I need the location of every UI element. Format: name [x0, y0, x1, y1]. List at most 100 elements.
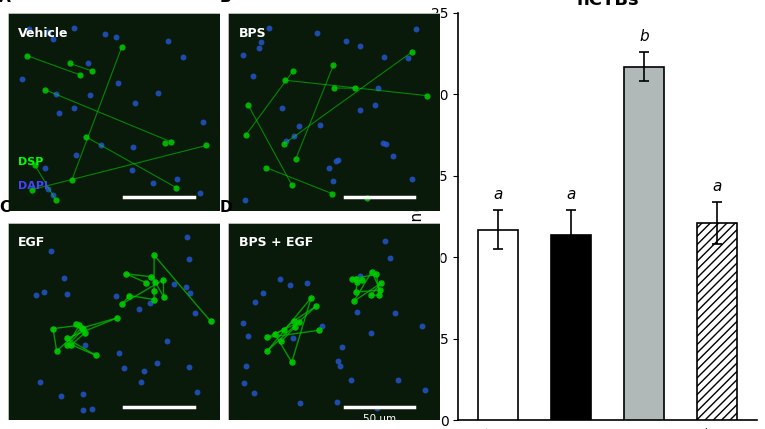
Point: [183, 256, 195, 263]
Point: [350, 289, 362, 296]
Point: [260, 164, 272, 171]
Point: [418, 387, 431, 393]
Point: [47, 191, 59, 198]
Point: [116, 44, 128, 51]
Point: [80, 133, 93, 140]
Point: [123, 292, 135, 299]
Point: [332, 357, 344, 364]
Point: [70, 320, 82, 327]
Point: [311, 30, 323, 36]
Point: [305, 294, 317, 301]
Point: [183, 364, 195, 371]
Point: [16, 76, 28, 82]
Point: [293, 319, 305, 326]
Point: [50, 91, 63, 98]
Point: [68, 25, 80, 32]
Point: [316, 323, 328, 329]
Bar: [697, 223, 737, 420]
Point: [365, 330, 377, 337]
Point: [90, 352, 102, 359]
Point: [194, 189, 206, 196]
Point: [127, 143, 139, 150]
Point: [280, 137, 292, 144]
Point: [197, 119, 210, 126]
Point: [140, 279, 152, 286]
Point: [330, 158, 342, 165]
Point: [314, 121, 326, 128]
Point: [168, 280, 181, 287]
Point: [278, 326, 290, 333]
Point: [247, 390, 259, 396]
Point: [263, 24, 275, 31]
Point: [354, 272, 366, 279]
Point: [180, 284, 192, 291]
Point: [157, 276, 169, 283]
Point: [366, 268, 378, 275]
Point: [171, 175, 183, 182]
Point: [47, 325, 59, 332]
Point: [50, 196, 62, 203]
Text: DSP: DSP: [18, 157, 44, 167]
Point: [243, 102, 255, 109]
Point: [294, 400, 306, 407]
Point: [159, 139, 171, 146]
Bar: [478, 230, 519, 420]
Point: [61, 291, 73, 298]
Point: [376, 140, 389, 147]
Point: [86, 68, 99, 75]
Point: [110, 33, 122, 40]
Point: [151, 360, 163, 367]
Point: [336, 344, 348, 350]
Point: [38, 289, 50, 296]
Point: [379, 237, 392, 244]
Point: [42, 186, 54, 193]
Point: [204, 318, 216, 325]
Point: [39, 86, 51, 93]
Point: [144, 299, 156, 306]
Point: [323, 164, 335, 171]
Point: [269, 330, 281, 337]
Point: [55, 392, 67, 399]
Text: b: b: [640, 29, 649, 44]
Point: [292, 123, 304, 130]
Point: [112, 79, 125, 86]
Point: [350, 275, 363, 282]
Text: BPS + EGF: BPS + EGF: [239, 236, 313, 249]
Point: [326, 190, 338, 197]
Point: [70, 151, 83, 158]
Text: A: A: [0, 0, 11, 5]
Point: [47, 36, 60, 42]
Text: B: B: [220, 0, 231, 5]
Point: [74, 72, 86, 79]
Point: [45, 247, 57, 254]
Point: [83, 92, 96, 99]
Point: [239, 196, 251, 203]
Point: [351, 279, 363, 286]
Point: [416, 323, 428, 329]
Point: [331, 399, 343, 406]
Point: [151, 89, 164, 96]
Point: [340, 38, 352, 45]
Point: [126, 167, 138, 174]
Bar: [552, 235, 591, 420]
Point: [239, 132, 252, 139]
Point: [351, 308, 363, 315]
Point: [21, 52, 33, 59]
Point: [238, 379, 250, 386]
Point: [353, 106, 366, 113]
Point: [360, 194, 373, 201]
Point: [76, 325, 88, 332]
Text: 50 μm: 50 μm: [363, 414, 396, 424]
Point: [239, 363, 252, 369]
Point: [145, 273, 158, 280]
Point: [310, 303, 322, 310]
Point: [287, 334, 299, 341]
Point: [332, 157, 344, 164]
Point: [405, 176, 418, 183]
Point: [42, 28, 54, 35]
Point: [86, 405, 98, 412]
Point: [389, 309, 402, 316]
Point: [327, 178, 339, 184]
Point: [34, 378, 46, 385]
Point: [237, 52, 249, 59]
